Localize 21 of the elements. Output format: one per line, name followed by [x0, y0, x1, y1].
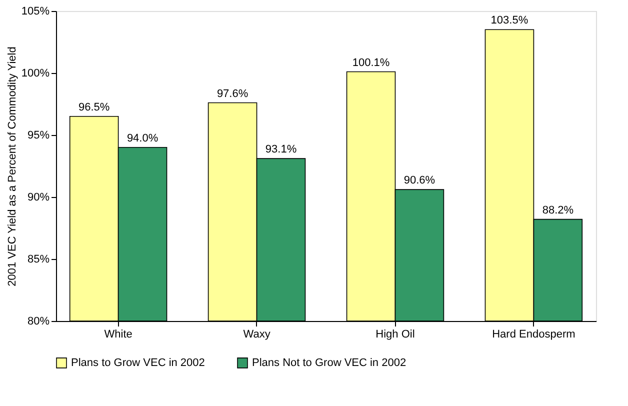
x-tick-label: Hard Endosperm — [492, 328, 576, 340]
data-label: 103.5% — [490, 14, 528, 27]
y-tick-label: 105% — [21, 6, 50, 18]
y-tick-label: 80% — [27, 316, 50, 328]
y-tick-label: 90% — [27, 192, 50, 204]
data-label: 94.0% — [126, 132, 158, 144]
y-axis-title: 2001 VEC Yield as a Percent of Commodity Yield — [6, 46, 18, 286]
legend-label: Plans to Grow VEC in 2002 — [71, 356, 205, 369]
data-label: 88.2% — [542, 204, 574, 216]
data-label: 90.6% — [404, 174, 436, 187]
y-tick-label: 85% — [27, 254, 50, 266]
x-tick-label: High Oil — [376, 328, 415, 340]
data-label: 100.1% — [352, 56, 390, 69]
legend-label: Plans Not to Grow VEC in 2002 — [252, 356, 406, 369]
x-tick-label: Waxy — [243, 328, 271, 340]
y-tick-label: 100% — [21, 68, 50, 80]
x-tick-label: White — [104, 328, 132, 340]
y-tick-label: 95% — [27, 130, 50, 142]
data-label: 96.5% — [78, 101, 110, 114]
data-label: 93.1% — [265, 144, 297, 156]
data-label: 97.6% — [216, 88, 248, 100]
